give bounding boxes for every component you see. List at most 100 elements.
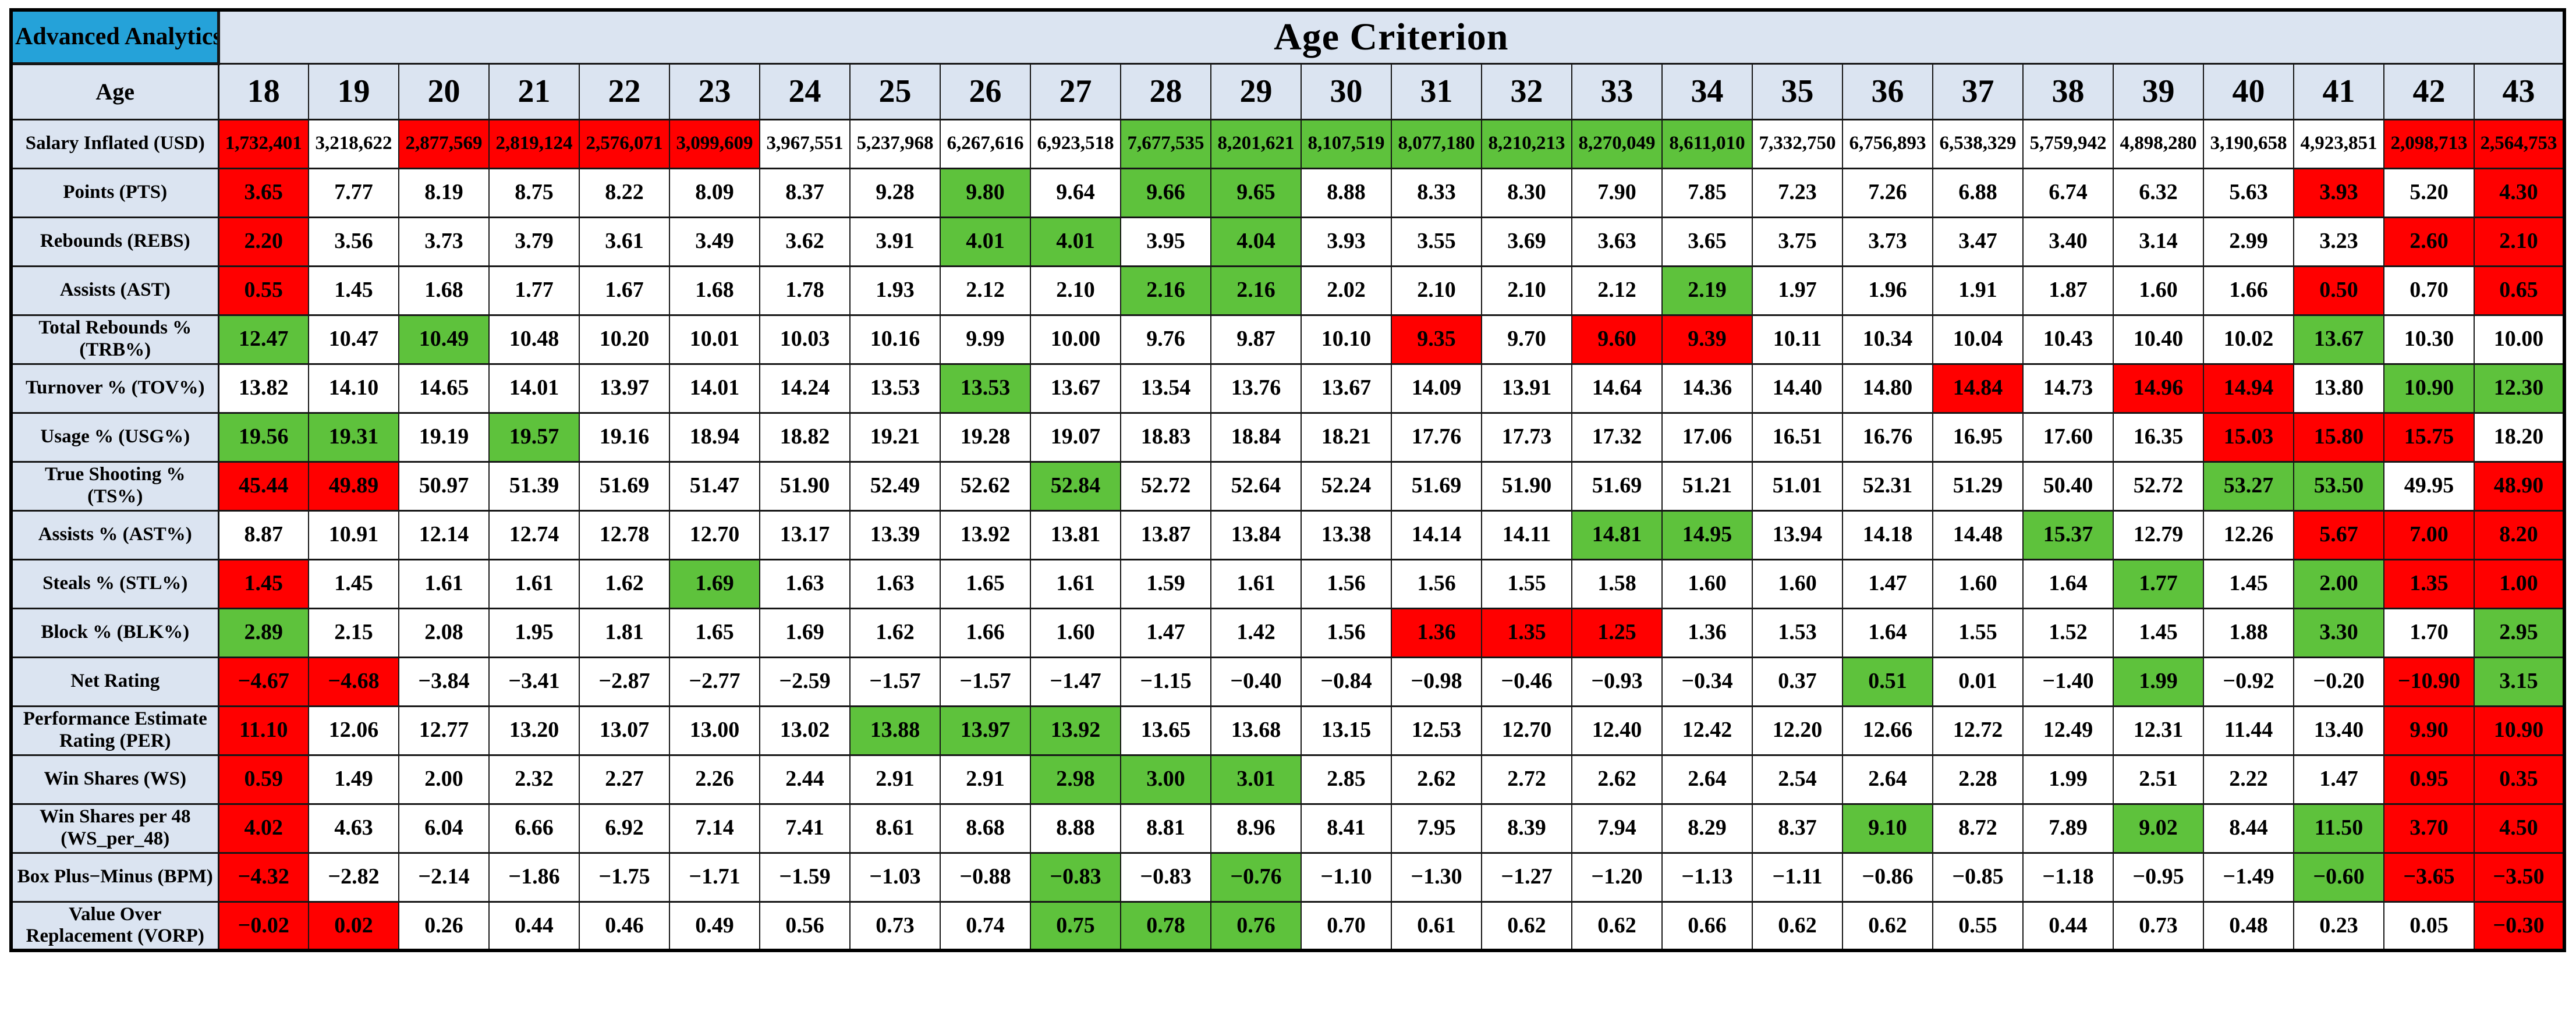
value-cell[interactable]: 8.22 <box>579 167 670 218</box>
age-column-header-23[interactable]: 23 <box>669 62 760 120</box>
value-cell[interactable]: 1.55 <box>1481 558 1572 609</box>
value-cell[interactable]: 1.45 <box>218 558 309 609</box>
value-cell[interactable]: 16.35 <box>2113 411 2204 463</box>
value-cell[interactable]: 2.12 <box>940 265 1031 316</box>
value-cell[interactable]: −1.71 <box>669 851 760 903</box>
value-cell[interactable]: 8.39 <box>1481 803 1572 854</box>
value-cell[interactable]: 2.27 <box>579 754 670 805</box>
value-cell[interactable]: 9.35 <box>1391 314 1482 365</box>
value-cell[interactable]: −2.82 <box>308 851 399 903</box>
value-cell[interactable]: 13.00 <box>669 705 760 756</box>
value-cell[interactable]: 1.77 <box>2113 558 2204 609</box>
value-cell[interactable]: 1.81 <box>579 607 670 658</box>
value-cell[interactable]: 7.00 <box>2383 509 2475 560</box>
row-label[interactable]: Turnover % (TOV%) <box>10 363 219 414</box>
value-cell[interactable]: 8,270,049 <box>1571 118 1663 169</box>
value-cell[interactable]: 10.30 <box>2383 314 2475 365</box>
value-cell[interactable]: 0.62 <box>1481 900 1572 952</box>
value-cell[interactable]: 13.76 <box>1210 363 1302 414</box>
value-cell[interactable]: 2.62 <box>1571 754 1663 805</box>
value-cell[interactable]: 2.44 <box>759 754 851 805</box>
value-cell[interactable]: 2.10 <box>1391 265 1482 316</box>
value-cell[interactable]: 4.50 <box>2474 803 2565 854</box>
value-cell[interactable]: 3.95 <box>1120 216 1211 267</box>
value-cell[interactable]: −1.13 <box>1661 851 1753 903</box>
value-cell[interactable]: −0.34 <box>1661 656 1753 707</box>
value-cell[interactable]: −2.77 <box>669 656 760 707</box>
value-cell[interactable]: 3,099,609 <box>669 118 760 169</box>
value-cell[interactable]: −4.67 <box>218 656 309 707</box>
value-cell[interactable]: 0.70 <box>2383 265 2475 316</box>
value-cell[interactable]: 2.98 <box>1030 754 1121 805</box>
value-cell[interactable]: 19.57 <box>488 411 580 463</box>
value-cell[interactable]: 8.88 <box>1301 167 1392 218</box>
value-cell[interactable]: 12.30 <box>2474 363 2565 414</box>
value-cell[interactable]: 10.20 <box>579 314 670 365</box>
value-cell[interactable]: 51.90 <box>759 460 851 512</box>
value-cell[interactable]: 13.67 <box>1030 363 1121 414</box>
value-cell[interactable]: 1.56 <box>1301 558 1392 609</box>
value-cell[interactable]: 2.85 <box>1301 754 1392 805</box>
value-cell[interactable]: 8.33 <box>1391 167 1482 218</box>
value-cell[interactable]: 9.10 <box>1842 803 1933 854</box>
value-cell[interactable]: −4.68 <box>308 656 399 707</box>
age-column-header-20[interactable]: 20 <box>398 62 490 120</box>
value-cell[interactable]: −0.86 <box>1842 851 1933 903</box>
value-cell[interactable]: 0.49 <box>669 900 760 952</box>
value-cell[interactable]: 6,923,518 <box>1030 118 1121 169</box>
value-cell[interactable]: 53.50 <box>2293 460 2384 512</box>
value-cell[interactable]: 14.65 <box>398 363 490 414</box>
value-cell[interactable]: 8.29 <box>1661 803 1753 854</box>
value-cell[interactable]: 1.47 <box>2293 754 2384 805</box>
value-cell[interactable]: 8.30 <box>1481 167 1572 218</box>
value-cell[interactable]: 1.61 <box>1030 558 1121 609</box>
value-cell[interactable]: 10.00 <box>1030 314 1121 365</box>
value-cell[interactable]: 14.96 <box>2113 363 2204 414</box>
value-cell[interactable]: 0.37 <box>1752 656 1843 707</box>
value-cell[interactable]: 10.03 <box>759 314 851 365</box>
value-cell[interactable]: 13.53 <box>940 363 1031 414</box>
value-cell[interactable]: 1.87 <box>2022 265 2114 316</box>
value-cell[interactable]: 13.54 <box>1120 363 1211 414</box>
value-cell[interactable]: 1.53 <box>1752 607 1843 658</box>
value-cell[interactable]: 0.74 <box>940 900 1031 952</box>
value-cell[interactable]: 5,237,968 <box>849 118 941 169</box>
value-cell[interactable]: 12.42 <box>1661 705 1753 756</box>
value-cell[interactable]: 52.84 <box>1030 460 1121 512</box>
value-cell[interactable]: −1.27 <box>1481 851 1572 903</box>
age-column-header-22[interactable]: 22 <box>579 62 670 120</box>
value-cell[interactable]: 12.40 <box>1571 705 1663 756</box>
value-cell[interactable]: 9.87 <box>1210 314 1302 365</box>
value-cell[interactable]: 1.60 <box>2113 265 2204 316</box>
value-cell[interactable]: 1.63 <box>849 558 941 609</box>
value-cell[interactable]: −1.59 <box>759 851 851 903</box>
value-cell[interactable]: 1.97 <box>1752 265 1843 316</box>
value-cell[interactable]: 10.04 <box>1932 314 2024 365</box>
value-cell[interactable]: 10.90 <box>2383 363 2475 414</box>
value-cell[interactable]: 3.75 <box>1752 216 1843 267</box>
value-cell[interactable]: 52.72 <box>1120 460 1211 512</box>
value-cell[interactable]: 1.63 <box>759 558 851 609</box>
value-cell[interactable]: 3.93 <box>1301 216 1392 267</box>
value-cell[interactable]: 19.21 <box>849 411 941 463</box>
value-cell[interactable]: 3.73 <box>398 216 490 267</box>
value-cell[interactable]: 12.70 <box>669 509 760 560</box>
value-cell[interactable]: −10.90 <box>2383 656 2475 707</box>
value-cell[interactable]: 1.36 <box>1661 607 1753 658</box>
age-column-header-19[interactable]: 19 <box>308 62 399 120</box>
value-cell[interactable]: −1.10 <box>1301 851 1392 903</box>
value-cell[interactable]: 1.56 <box>1391 558 1482 609</box>
value-cell[interactable]: 1.69 <box>669 558 760 609</box>
value-cell[interactable]: 13.82 <box>218 363 309 414</box>
value-cell[interactable]: 12.06 <box>308 705 399 756</box>
value-cell[interactable]: 5.63 <box>2203 167 2294 218</box>
value-cell[interactable]: 13.67 <box>2293 314 2384 365</box>
value-cell[interactable]: 4,898,280 <box>2113 118 2204 169</box>
value-cell[interactable]: 3,967,551 <box>759 118 851 169</box>
value-cell[interactable]: 12.47 <box>218 314 309 365</box>
value-cell[interactable]: 6.04 <box>398 803 490 854</box>
value-cell[interactable]: 4,923,851 <box>2293 118 2384 169</box>
value-cell[interactable]: 1.70 <box>2383 607 2475 658</box>
value-cell[interactable]: 2,564,753 <box>2474 118 2565 169</box>
value-cell[interactable]: −3.41 <box>488 656 580 707</box>
